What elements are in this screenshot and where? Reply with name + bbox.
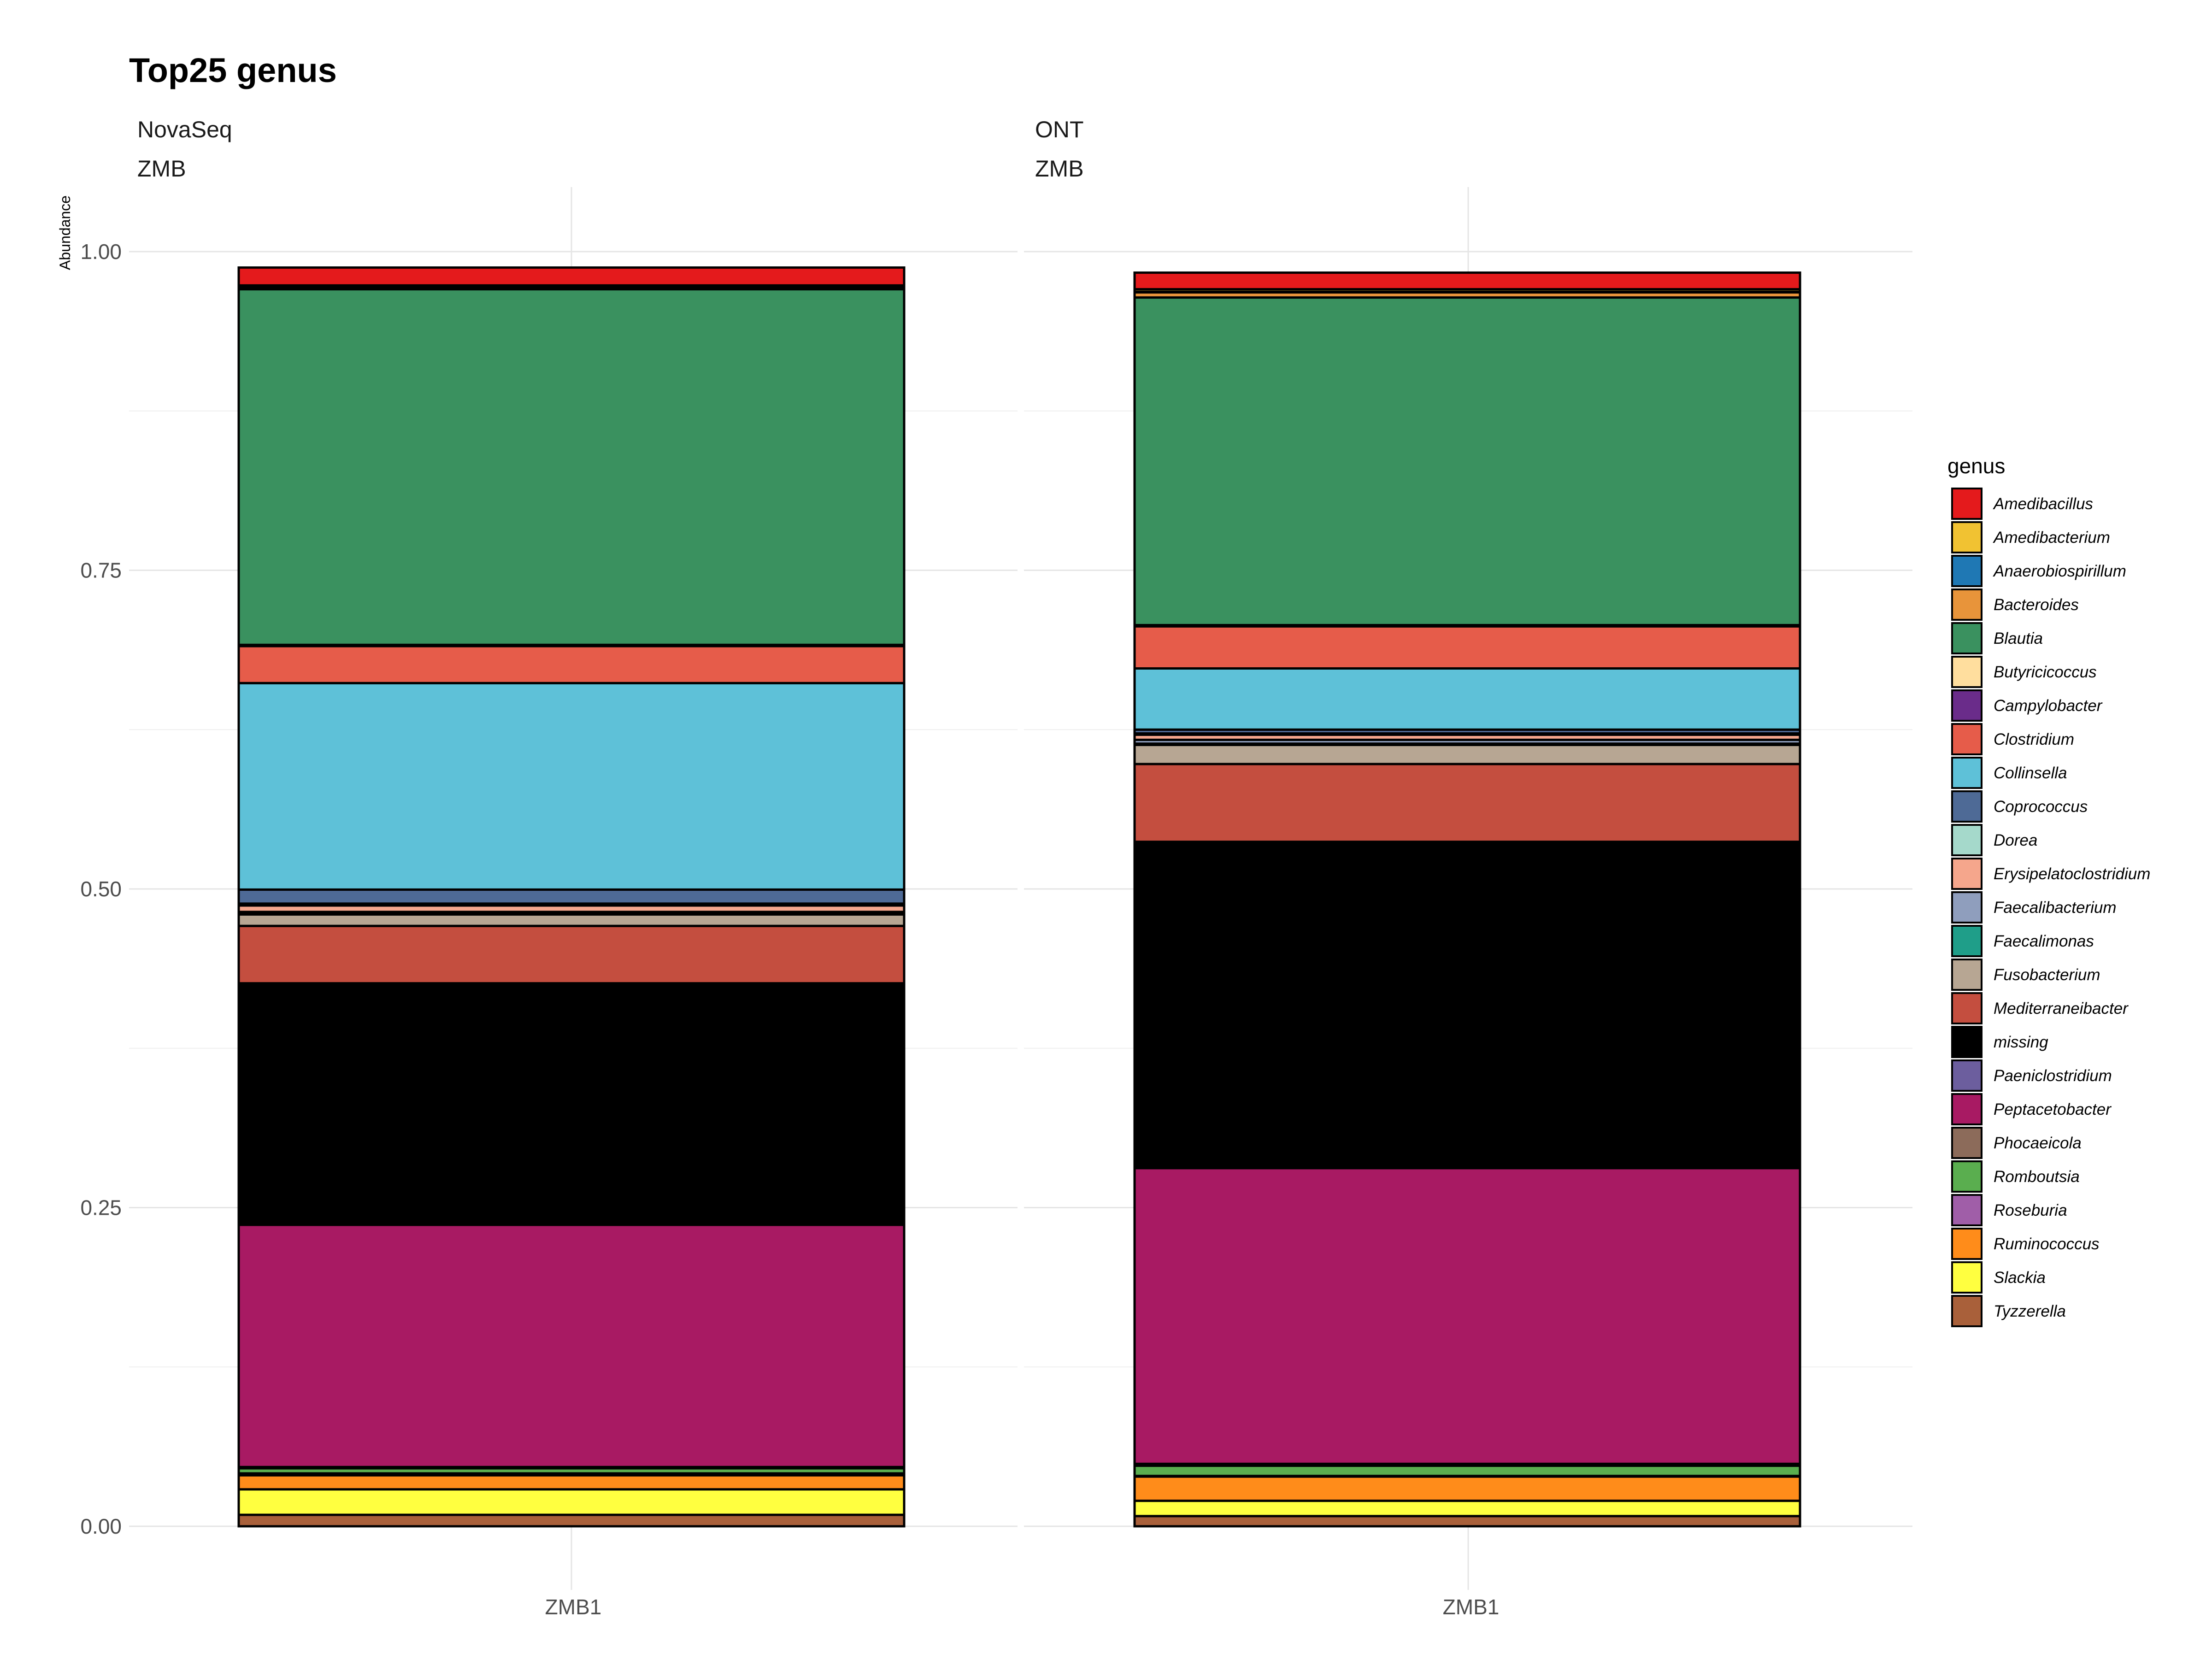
y-axis-ticks: 0.00 0.25 0.50 0.75 1.00	[80, 240, 122, 1538]
legend-label: Mediterraneibacter	[1994, 1000, 2129, 1018]
bar-segment-collinsella	[1135, 668, 1800, 729]
legend-title: genus	[1947, 454, 2005, 478]
legend-label: Slackia	[1994, 1269, 2046, 1287]
bar-segment-mediterraneibacter	[1135, 764, 1800, 842]
legend-label: Phocaeicola	[1994, 1134, 2082, 1152]
bar-segment-ruminococcus	[239, 1475, 904, 1489]
bar-segment-blautia	[1135, 298, 1800, 625]
y-tick-label: 0.25	[80, 1196, 122, 1220]
bar-segment-slackia	[1135, 1501, 1800, 1516]
legend-label: Roseburia	[1994, 1201, 2067, 1219]
legend-key	[1952, 959, 1982, 990]
legend-key	[1952, 724, 1982, 754]
bar-segment-amedibacillus	[1135, 273, 1800, 289]
bar-segment-peptacetobacter	[239, 1225, 904, 1467]
legend-label: Faecalimonas	[1994, 932, 2094, 950]
bar-segment-ruminococcus	[1135, 1477, 1800, 1501]
legend-key	[1952, 791, 1982, 822]
legend-label: Anaerobiospirillum	[1993, 562, 2126, 580]
bar-segment-missing	[1135, 842, 1800, 1167]
legend-label: Peptacetobacter	[1994, 1100, 2112, 1118]
y-tick-label: 0.50	[80, 877, 122, 901]
legend-key	[1952, 758, 1982, 788]
legend-label: Coprococcus	[1994, 798, 2088, 816]
bar-segment-fusobacterium	[1135, 745, 1800, 764]
y-tick-label: 0.00	[80, 1514, 122, 1538]
bar-segment-romboutsia	[1135, 1466, 1800, 1476]
legend-label: Paeniclostridium	[1994, 1067, 2112, 1085]
legend-key	[1952, 556, 1982, 586]
chart-title: Top25 genus	[129, 51, 337, 89]
bar-segment-tyzzerella	[239, 1515, 904, 1526]
legend-key	[1952, 623, 1982, 653]
y-tick-label: 1.00	[80, 240, 122, 264]
x-tick-label: ZMB1	[545, 1595, 602, 1619]
bar-segment-fusobacterium	[239, 914, 904, 926]
legend-label: Butyricicoccus	[1994, 663, 2097, 681]
legend-key	[1952, 522, 1982, 553]
legend-key	[1952, 825, 1982, 855]
legend-key	[1952, 488, 1982, 519]
bar-segment-clostridium	[1135, 626, 1800, 668]
bar-segment-blautia	[239, 289, 904, 645]
legend-key	[1952, 589, 1982, 620]
y-axis-label: Abundance	[57, 195, 73, 270]
legend-key	[1952, 1027, 1982, 1057]
strip-label-line1: NovaSeq	[137, 117, 232, 142]
bar-segment-slackia	[239, 1489, 904, 1515]
bar-segment-coprococcus	[239, 889, 904, 903]
legend-label: Campylobacter	[1994, 697, 2103, 715]
legend-key	[1952, 993, 1982, 1024]
legend-key	[1952, 1161, 1982, 1192]
legend-key	[1952, 859, 1982, 889]
legend-label: Erysipelatoclostridium	[1994, 865, 2150, 883]
legend-key	[1952, 1060, 1982, 1091]
legend-label: Blautia	[1994, 629, 2043, 647]
bar-stack	[239, 268, 904, 1526]
x-tick-label: ZMB1	[1443, 1595, 1500, 1619]
legend-label: missing	[1994, 1033, 2048, 1051]
legend: genus Amedibacillus Amedibacterium Anaerob…	[1947, 454, 2150, 1326]
legend-key	[1952, 1128, 1982, 1158]
strip-label-line2: ZMB	[1035, 156, 1084, 182]
legend-key	[1952, 892, 1982, 923]
legend-key	[1952, 657, 1982, 687]
legend-key	[1952, 926, 1982, 956]
legend-key	[1952, 1262, 1982, 1293]
legend-key	[1952, 1195, 1982, 1225]
legend-label: Romboutsia	[1994, 1168, 2080, 1186]
bar-segment-amedibacillus	[239, 268, 904, 286]
legend-label: Clostridium	[1994, 730, 2074, 748]
legend-label: Collinsella	[1994, 764, 2067, 782]
y-tick-label: 0.75	[80, 559, 122, 582]
legend-key	[1952, 1094, 1982, 1124]
legend-label: Faecalibacterium	[1994, 899, 2117, 917]
legend-label: Ruminococcus	[1994, 1235, 2100, 1253]
legend-label: Amedibacillus	[1993, 495, 2093, 513]
legend-key	[1952, 690, 1982, 721]
panel-novaseq: NovaSeq ZMB ZMB1	[129, 117, 1018, 1619]
bar-segment-peptacetobacter	[1135, 1168, 1800, 1464]
legend-label: Dorea	[1994, 831, 2037, 849]
bar-segment-mediterraneibacter	[239, 926, 904, 983]
bar-segment-clostridium	[239, 646, 904, 683]
strip-label-line1: ONT	[1035, 117, 1084, 142]
legend-label: Amedibacterium	[1993, 529, 2110, 547]
legend-label: Fusobacterium	[1994, 966, 2100, 984]
bar-stack	[1135, 273, 1800, 1526]
bar-segment-tyzzerella	[1135, 1516, 1800, 1526]
legend-key	[1952, 1296, 1982, 1326]
bar-segment-missing	[239, 983, 904, 1224]
legend-key	[1952, 1229, 1982, 1259]
legend-label: Tyzzerella	[1994, 1302, 2066, 1320]
legend-label: Bacteroides	[1994, 596, 2079, 614]
panel-ont: ONT ZMB ZMB1	[1024, 117, 1912, 1619]
strip-label-line2: ZMB	[137, 156, 186, 182]
bar-segment-collinsella	[239, 683, 904, 889]
